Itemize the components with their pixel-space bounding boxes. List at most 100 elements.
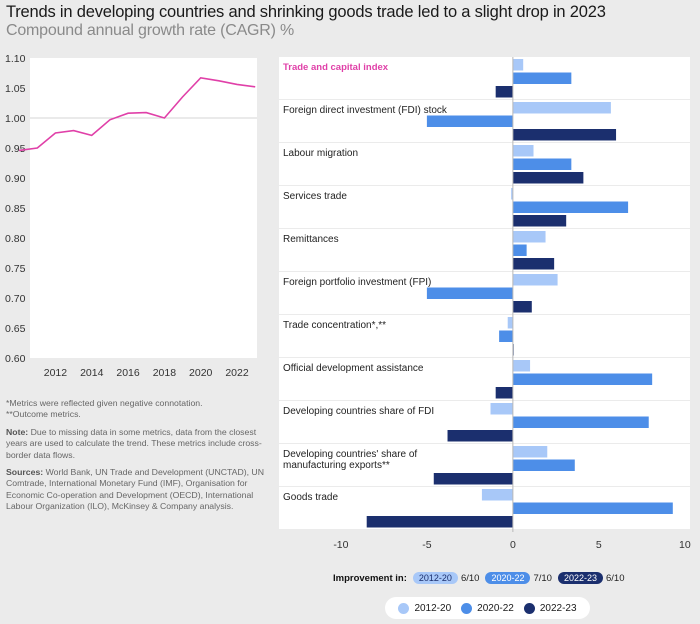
- bar-2012-20: [507, 317, 513, 329]
- improvement-score-2022-23: 6/10: [606, 572, 625, 584]
- legend: 2012-20 2020-22 2022-23: [385, 597, 590, 619]
- bar-x-tick-label: 10: [679, 539, 691, 551]
- category-label-line: Official development assistance: [283, 363, 424, 374]
- legend-label: 2022-23: [539, 602, 577, 614]
- y-tick-label: 1.10: [5, 53, 26, 65]
- legend-dot-icon: [398, 602, 410, 614]
- improvement-pill-2022-23: 2022-23: [557, 572, 603, 584]
- y-tick-label: 0.95: [5, 143, 26, 155]
- improvement-score-2012-20: 6/10: [460, 572, 480, 584]
- sources-text: World Bank, UN Trade and Development (UN…: [6, 467, 264, 512]
- category-panel: [279, 57, 690, 99]
- category-label: Foreign portfolio investment (FPI): [283, 277, 431, 288]
- y-tick-label: 0.65: [5, 323, 26, 335]
- bar-2020-22: [512, 158, 572, 170]
- index-line: [18, 76, 256, 152]
- bar-2022-23: [512, 129, 617, 141]
- footnotes: *Metrics were reflected given negative c…: [6, 398, 268, 519]
- category-label-line: Services trade: [283, 191, 347, 202]
- y-tick-label: 0.90: [5, 173, 26, 185]
- legend-label: 2012-20: [414, 602, 452, 614]
- bar-2020-22: [512, 502, 673, 514]
- footnote-negative: *Metrics were reflected given negative c…: [6, 398, 203, 408]
- bar-x-tick-label: 5: [596, 539, 602, 551]
- category-label: Foreign direct investment (FDI) stock: [283, 105, 448, 116]
- category-label: Official development assistance: [283, 363, 424, 374]
- bar-2012-20: [512, 145, 534, 157]
- category-label: Trade concentration*,**: [283, 320, 386, 331]
- legend-dot-icon: [523, 602, 535, 614]
- sources-label: Sources:: [6, 467, 44, 478]
- bar-2012-20: [511, 188, 513, 200]
- y-tick-label: 1.00: [5, 113, 26, 125]
- category-panel: [279, 229, 690, 271]
- category-label-line: Foreign direct investment (FDI) stock: [283, 105, 448, 116]
- category-label: Goods trade: [283, 492, 338, 503]
- bar-x-tick-label: -10: [333, 539, 348, 551]
- y-tick-label: 0.60: [5, 353, 26, 365]
- category-label-line: manufacturing exports**: [283, 460, 390, 471]
- category-label-line: Developing countries' share of: [283, 449, 417, 460]
- bar-2020-22: [512, 459, 575, 471]
- bar-2020-22: [512, 201, 629, 213]
- chart-subtitle: Compound annual growth rate (CAGR) %: [6, 22, 295, 39]
- category-label: Trade and capital index: [283, 62, 389, 73]
- bar-2020-22: [499, 330, 513, 342]
- bar-2020-22: [512, 244, 527, 256]
- bar-2022-23: [433, 473, 513, 485]
- bar-2020-22: [512, 373, 653, 385]
- x-tick-label: 2020: [189, 367, 213, 379]
- category-label: Developing countries share of FDI: [283, 406, 434, 417]
- y-tick-label: 0.80: [5, 233, 26, 245]
- x-tick-label: 2012: [44, 367, 68, 379]
- category-panel: [279, 315, 690, 357]
- legend-item-2012-20: 2012-20: [398, 602, 452, 614]
- bar-2022-23: [366, 516, 513, 528]
- bar-2020-22: [426, 287, 513, 299]
- bar-2022-23: [512, 215, 567, 227]
- sources-paragraph: Sources: World Bank, UN Trade and Develo…: [6, 467, 268, 513]
- y-tick-label: 0.70: [5, 293, 26, 305]
- improvement-label: Improvement in:: [333, 572, 407, 584]
- category-label-line: Foreign portfolio investment (FPI): [283, 277, 431, 288]
- category-label: Developing countries' share of manufactur…: [283, 449, 417, 471]
- category-label-line: Trade concentration*,**: [283, 320, 386, 331]
- legend-dot-icon: [461, 602, 473, 614]
- y-tick-label: 0.85: [5, 203, 26, 215]
- x-tick-label: 2014: [80, 367, 104, 379]
- bar-2022-23: [512, 172, 584, 184]
- legend-item-2020-22: 2020-22: [461, 602, 514, 614]
- category-label: Services trade: [283, 191, 347, 202]
- improvement-pill-2012-20: 2012-20: [412, 572, 458, 584]
- category-label-line: Labour migration: [283, 148, 358, 159]
- bar-2022-23: [512, 301, 532, 313]
- footnote-outcome: **Outcome metrics.: [6, 409, 81, 420]
- bar-2020-22: [512, 416, 649, 428]
- bar-2012-20: [512, 360, 531, 372]
- bar-2022-23: [447, 430, 513, 442]
- category-label-line: Remittances: [283, 234, 339, 245]
- bar-2012-20: [512, 274, 558, 286]
- note-text: Due to missing data in some metrics, dat…: [6, 426, 262, 460]
- improvement-row: Improvement in: 2012-20 6/10 2020-22 7/1…: [333, 572, 631, 584]
- bar-2020-22: [426, 115, 513, 127]
- bar-2012-20: [512, 59, 524, 71]
- note-paragraph: Note: Due to missing data in some metric…: [6, 427, 268, 461]
- category-panel: [279, 143, 690, 185]
- improvement-score-2020-22: 7/10: [533, 572, 552, 584]
- note-label: Note:: [6, 426, 29, 437]
- bar-2012-20: [512, 231, 546, 243]
- bar-2022-23: [512, 258, 555, 270]
- x-tick-label: 2022: [225, 367, 249, 379]
- category-label-line: Developing countries share of FDI: [283, 406, 434, 417]
- bar-x-tick-label: -5: [422, 539, 431, 551]
- bar-2020-22: [512, 72, 572, 84]
- x-tick-label: 2018: [153, 367, 177, 379]
- category-label-line: Trade and capital index: [283, 62, 389, 73]
- y-tick-label: 0.75: [5, 263, 26, 275]
- bar-2022-23: [495, 387, 513, 399]
- category-label-line: Goods trade: [283, 492, 338, 503]
- legend-item-2022-23: 2022-23: [523, 602, 577, 614]
- bar-2022-23: [495, 86, 513, 98]
